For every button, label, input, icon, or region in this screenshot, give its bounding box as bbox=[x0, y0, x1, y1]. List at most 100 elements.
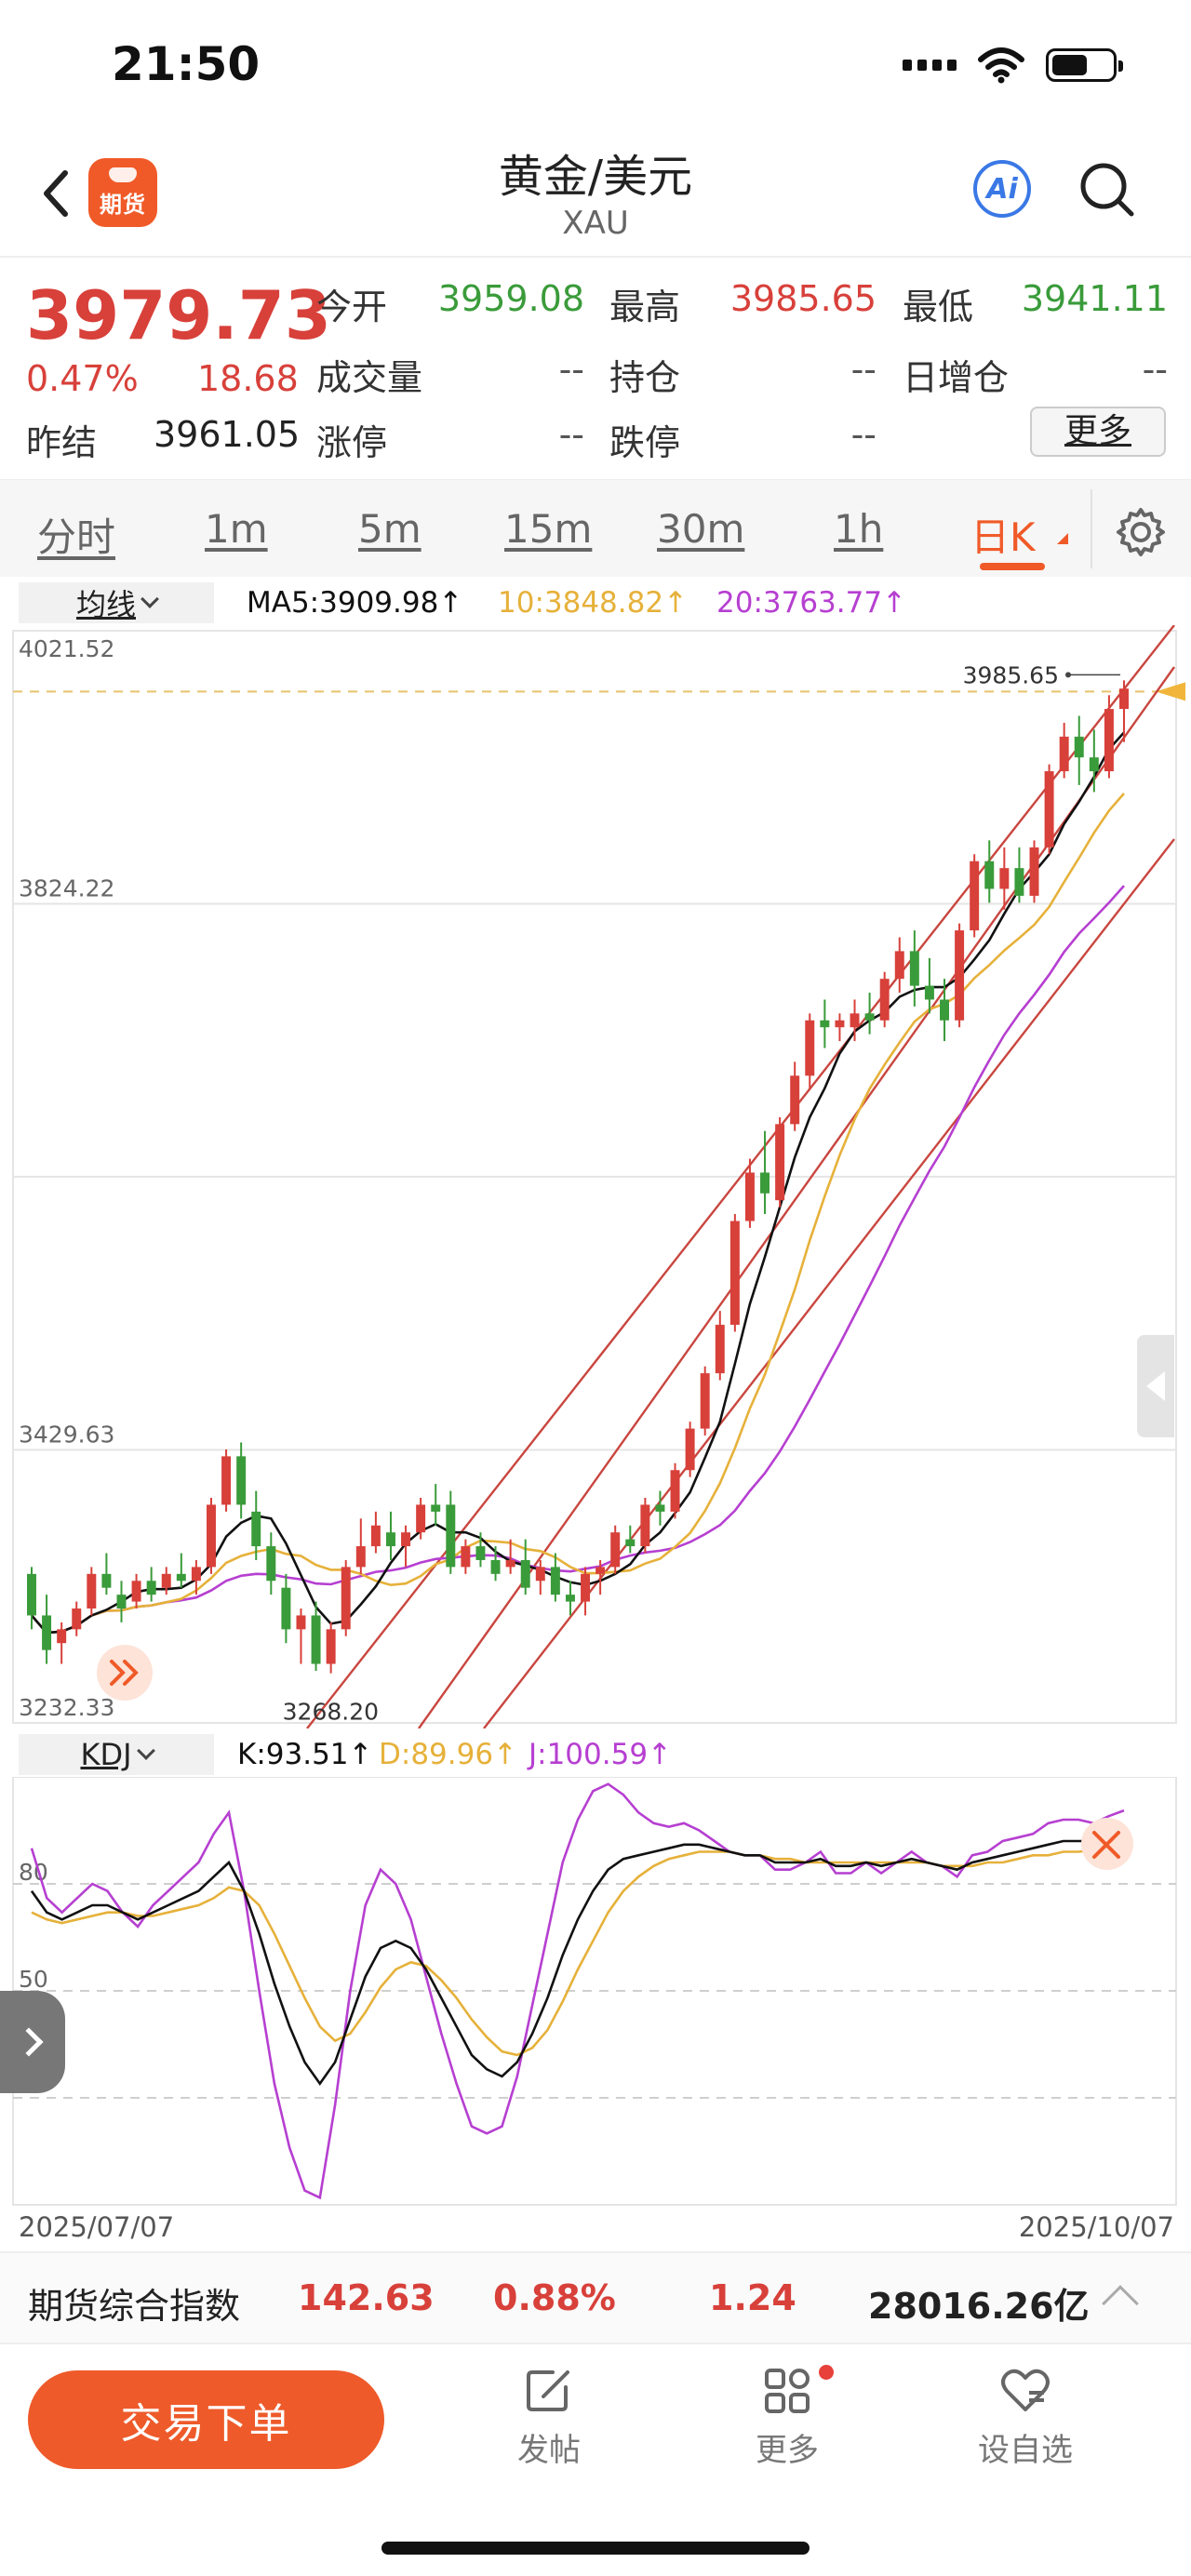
candle-body bbox=[401, 1532, 411, 1547]
candle-body bbox=[670, 1470, 680, 1512]
candle-body bbox=[385, 1532, 395, 1547]
expand-right-tab[interactable] bbox=[1137, 1335, 1174, 1437]
watchlist-button[interactable]: 设自选 bbox=[951, 2365, 1100, 2470]
candle-body bbox=[101, 1573, 112, 1588]
candle-body bbox=[281, 1587, 291, 1630]
kdj-selector[interactable]: KDJ bbox=[19, 1734, 214, 1775]
price-axis-label: 4021.52 bbox=[19, 635, 114, 662]
grid-icon bbox=[765, 2369, 810, 2413]
tab-caret-icon bbox=[1057, 533, 1068, 544]
tab-intraday[interactable]: 分时 bbox=[37, 514, 116, 560]
kdj-legend: KDJ K:93.51↑ D:89.96↑ J:100.59↑ bbox=[0, 1728, 1191, 1777]
more-nav-button[interactable]: 更多 bbox=[713, 2365, 862, 2470]
back-icon[interactable] bbox=[35, 166, 76, 221]
candle-body bbox=[729, 1221, 740, 1326]
ma10-value: 10:3848.82↑ bbox=[498, 586, 689, 620]
candle-body bbox=[266, 1546, 276, 1582]
double-chevron-icon bbox=[110, 1660, 139, 1686]
tab-5m[interactable]: 5m bbox=[358, 506, 422, 552]
candle-body bbox=[42, 1615, 52, 1650]
kdj-tick-label: 80 bbox=[19, 1859, 48, 1886]
candle-body bbox=[1014, 868, 1024, 896]
candle-body bbox=[236, 1456, 247, 1505]
candle-body bbox=[57, 1629, 67, 1644]
candle-body bbox=[27, 1573, 36, 1616]
date-end-label: 2025/10/07 bbox=[1019, 2211, 1174, 2243]
candle-body bbox=[805, 1020, 815, 1076]
tab-1m[interactable]: 1m bbox=[205, 506, 268, 552]
tab-daily-k[interactable]: 日K bbox=[970, 514, 1036, 560]
candle-body bbox=[221, 1456, 232, 1505]
candle-body bbox=[879, 979, 890, 1021]
candle-body bbox=[461, 1546, 471, 1568]
ma5-value: MA5:3909.98↑ bbox=[247, 586, 463, 620]
post-button[interactable]: 发帖 bbox=[475, 2365, 623, 2470]
kdj-chart[interactable]: 80 50 2025/07/07 2025/10/07 bbox=[0, 1777, 1191, 2300]
chevron-down-icon bbox=[141, 590, 159, 608]
candle-body bbox=[744, 1172, 755, 1221]
candle-body bbox=[1104, 709, 1114, 772]
trade-order-button[interactable]: 交易下单 bbox=[28, 2370, 384, 2469]
trend-channel-line bbox=[418, 666, 1175, 1728]
index-name: 期货综合指数 bbox=[28, 2286, 241, 2327]
index-value: 142.63 bbox=[298, 2277, 435, 2318]
candle-body bbox=[251, 1511, 261, 1547]
candle-body bbox=[341, 1567, 351, 1630]
search-icon[interactable] bbox=[1077, 160, 1137, 220]
period-tabs: 分时 1m 5m 15m 30m 1h 日K bbox=[0, 479, 1191, 577]
candle-body bbox=[535, 1567, 545, 1582]
nav-header: 期货 黄金/美元 XAU Ai bbox=[0, 130, 1191, 256]
candle-body bbox=[475, 1546, 486, 1560]
tab-30m[interactable]: 30m bbox=[657, 506, 745, 552]
tab-15m[interactable]: 15m bbox=[504, 506, 593, 552]
candle-body bbox=[655, 1504, 665, 1512]
candlestick-chart[interactable]: 4021.52 3824.22 3429.63 3232.33 3985.65 3268.… bbox=[0, 625, 1191, 1728]
chevron-up-icon[interactable] bbox=[1102, 2285, 1139, 2322]
status-time: 21:50 bbox=[112, 37, 261, 91]
candle-body bbox=[610, 1532, 621, 1568]
futures-index-bar[interactable]: 期货综合指数 142.63 0.88% 1.24 28016.26亿 bbox=[0, 2251, 1191, 2344]
candle-body bbox=[446, 1504, 456, 1568]
ma5-line bbox=[31, 731, 1125, 1635]
candle-body bbox=[176, 1573, 186, 1582]
candle-body bbox=[1029, 847, 1039, 896]
daily-oi-value: -- bbox=[1142, 349, 1168, 390]
kdj-j-value: J:100.59↑ bbox=[529, 1738, 673, 1771]
tab-1h[interactable]: 1h bbox=[834, 506, 884, 552]
indicator-selector[interactable]: 均线 bbox=[19, 582, 214, 623]
candle-body bbox=[835, 1020, 845, 1028]
candle-body bbox=[625, 1539, 636, 1547]
candle-body bbox=[116, 1595, 127, 1609]
kdj-d-value: D:89.96↑ bbox=[379, 1738, 518, 1771]
candle-body bbox=[790, 1075, 800, 1125]
ai-assistant-icon[interactable]: Ai bbox=[973, 160, 1031, 218]
candle-body bbox=[131, 1581, 141, 1602]
signal-icon bbox=[903, 60, 957, 71]
volume-value: -- bbox=[558, 349, 584, 390]
candle-body bbox=[87, 1573, 97, 1609]
expand-left-tab[interactable] bbox=[0, 1991, 65, 2093]
notification-dot bbox=[819, 2365, 834, 2380]
close-icon bbox=[1092, 1831, 1120, 1859]
candle-body bbox=[970, 861, 980, 931]
candle-body bbox=[1044, 771, 1054, 848]
candle-body bbox=[431, 1504, 441, 1512]
candle-body bbox=[207, 1504, 216, 1568]
open-value: 3959.08 bbox=[437, 278, 584, 319]
candle-body bbox=[416, 1504, 426, 1533]
candle-body bbox=[296, 1615, 306, 1630]
heart-icon bbox=[1001, 2369, 1050, 2411]
prev-close-label: 昨结 bbox=[26, 422, 98, 463]
page-title: 黄金/美元 bbox=[498, 151, 693, 203]
index-percent: 0.88% bbox=[493, 2277, 616, 2318]
candle-body bbox=[760, 1172, 770, 1194]
more-quote-button[interactable]: 更多 bbox=[1030, 407, 1166, 457]
index-change: 1.24 bbox=[709, 2277, 796, 2318]
gear-icon[interactable] bbox=[1115, 506, 1167, 558]
candle-body bbox=[72, 1608, 82, 1630]
candle-body bbox=[685, 1428, 695, 1471]
status-icons bbox=[903, 47, 1123, 84]
candle-body bbox=[924, 985, 934, 1000]
current-price-marker bbox=[1156, 682, 1185, 701]
index-amount: 28016.26亿 bbox=[868, 2286, 1090, 2327]
